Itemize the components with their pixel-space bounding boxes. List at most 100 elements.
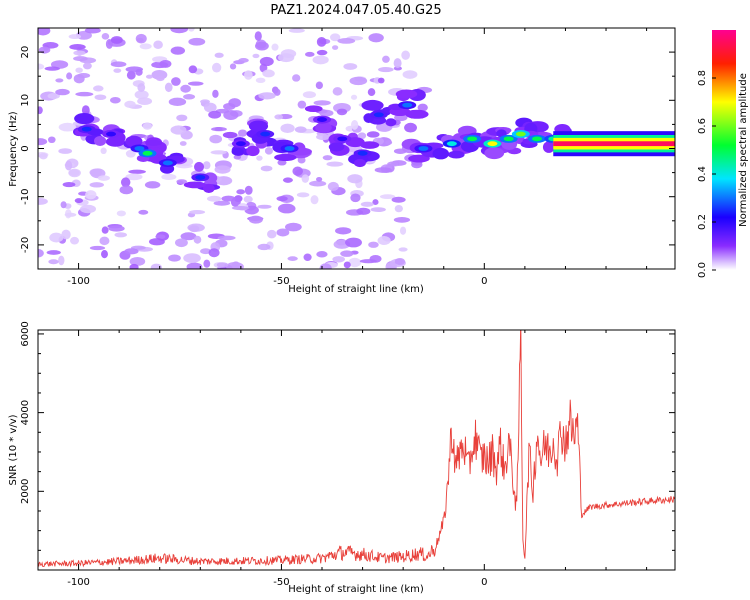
signal-core (532, 136, 543, 142)
noise-blob (210, 150, 227, 155)
noise-blob (382, 55, 390, 63)
noise-blob (144, 181, 161, 189)
noise-blob (231, 205, 250, 211)
noise-blob (188, 37, 206, 46)
colorbar-gradient (712, 30, 736, 270)
noise-blob (48, 259, 59, 265)
signal-halo (274, 153, 297, 161)
noise-blob (109, 96, 121, 104)
noise-blob (255, 77, 266, 84)
noise-blob (58, 148, 73, 154)
noise-blob (153, 40, 163, 49)
signal-core (142, 150, 153, 156)
noise-blob (316, 49, 328, 56)
noise-blob (319, 263, 332, 269)
noise-blob (359, 259, 377, 264)
noise-blob (399, 226, 407, 235)
noise-blob (125, 173, 143, 181)
noise-blob (303, 253, 312, 261)
noise-blob (137, 83, 146, 92)
noise-blob (211, 126, 227, 132)
signal-core (357, 150, 368, 156)
colorbar-tick-label: 0.0 (697, 262, 708, 278)
signal-halo (484, 147, 505, 160)
noise-blob (277, 159, 287, 166)
noise-blob (368, 33, 384, 43)
x-tick-label: -100 (67, 577, 90, 588)
signal-halo (328, 142, 345, 152)
noise-blob (70, 236, 80, 245)
y-tick-label: -20 (20, 237, 31, 253)
signal-core (162, 160, 173, 166)
noise-blob (229, 63, 237, 70)
signal-core (195, 175, 206, 180)
snr-plot-area (38, 330, 675, 570)
noise-blob (267, 229, 277, 239)
noise-blob (214, 52, 224, 58)
noise-blob (316, 36, 327, 47)
noise-blob (58, 255, 65, 266)
signal-halo (361, 99, 384, 111)
noise-blob (258, 92, 276, 100)
carrier-core (553, 141, 675, 147)
noise-blob (129, 256, 146, 266)
noise-blob (64, 212, 77, 217)
noise-blob (316, 176, 323, 182)
noise-blob (101, 226, 109, 234)
noise-blob (124, 100, 136, 108)
noise-blob (231, 261, 241, 269)
noise-blob (68, 168, 81, 178)
noise-blob (145, 74, 153, 79)
noise-blob (337, 38, 356, 44)
signal-core (418, 146, 429, 151)
signal-halo (360, 141, 380, 149)
noise-blob (217, 235, 236, 241)
signal-halo (304, 105, 323, 113)
noise-blob (350, 94, 358, 100)
noise-blob (287, 256, 298, 261)
noise-blob (47, 92, 60, 100)
signal-halo (408, 154, 430, 163)
noise-blob (179, 141, 187, 146)
noise-blob (73, 56, 88, 62)
noise-blob (377, 77, 385, 84)
spectrogram-y-axis-label: Frequency (Hz) (8, 111, 19, 187)
noise-blob (391, 196, 406, 203)
noise-blob (62, 181, 76, 188)
y-tick-label: 6000 (20, 321, 31, 346)
noise-blob (110, 61, 127, 68)
noise-blob (248, 215, 263, 224)
noise-blob (349, 76, 368, 86)
colorbar-tick-label: 0.4 (697, 166, 708, 182)
noise-blob (125, 66, 144, 73)
noise-blob (254, 31, 262, 41)
signal-halo (194, 161, 205, 172)
noise-blob (79, 204, 97, 214)
noise-blob (188, 28, 195, 32)
noise-blob (343, 63, 358, 70)
noise-blob (189, 210, 206, 215)
noise-blob (89, 245, 106, 251)
noise-blob (176, 179, 188, 184)
noise-blob (370, 207, 386, 213)
signal-core (503, 136, 514, 142)
noise-blob (73, 50, 86, 56)
noise-blob (319, 109, 334, 117)
noise-blob (332, 45, 339, 50)
signal-core (106, 131, 117, 137)
noise-blob (114, 232, 127, 238)
noise-blob (257, 243, 271, 251)
noise-blob (135, 33, 147, 44)
noise-blob (168, 97, 187, 107)
noise-blob (297, 156, 306, 164)
noise-blob (280, 123, 295, 134)
noise-blob (209, 134, 223, 144)
noise-blob (129, 263, 139, 269)
signal-core (467, 136, 478, 142)
noise-blob (212, 62, 222, 73)
signal-core (317, 117, 328, 122)
noise-blob (170, 28, 189, 34)
noise-blob (99, 236, 110, 246)
noise-blob (175, 238, 188, 248)
noise-blob (294, 126, 307, 133)
